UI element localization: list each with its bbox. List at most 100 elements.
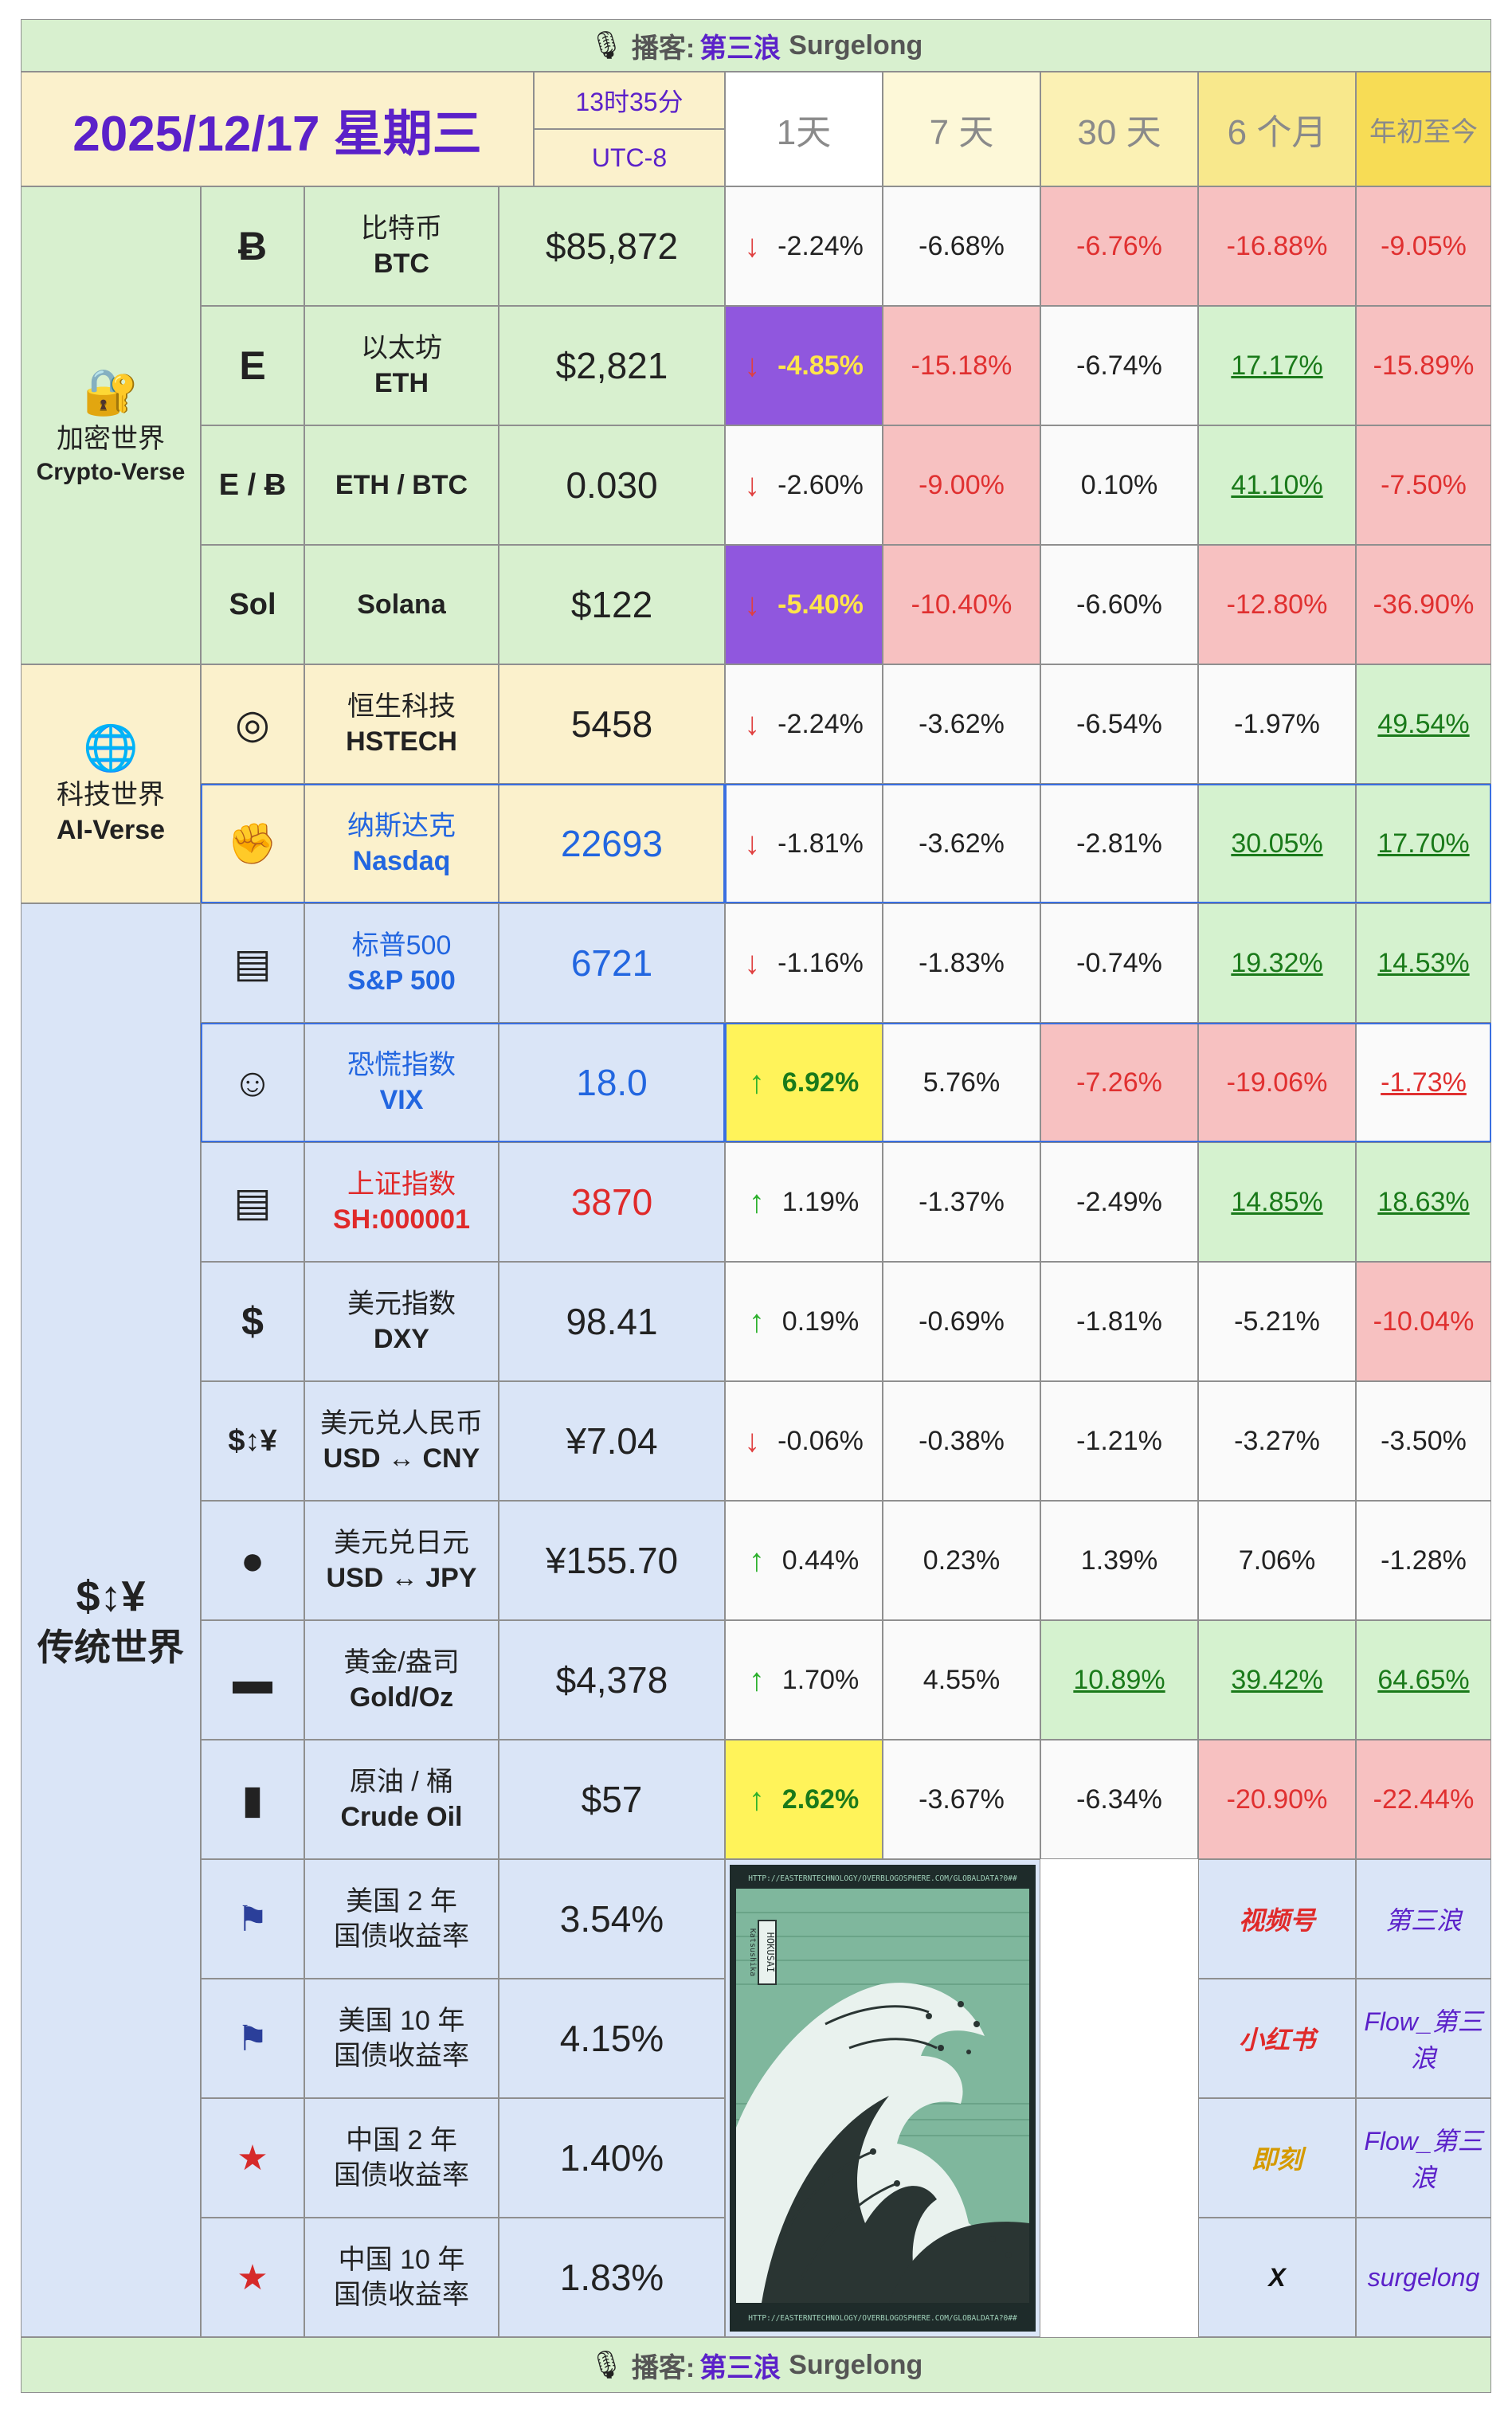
social-handle-text[interactable]: 第三浪 — [1385, 1906, 1462, 1935]
price-value: 6721 — [570, 942, 653, 984]
change-value: -20.90% — [1226, 1784, 1328, 1815]
us-flag-icon: ⚑ — [201, 1979, 304, 2098]
currency-exchange-icon: $↕¥ — [201, 1381, 304, 1501]
change-value: -6.54% — [1076, 708, 1162, 739]
ticket-icon: ▤ — [233, 941, 272, 985]
change-cell: -19.06% — [1198, 1023, 1356, 1142]
change-value: -9.05% — [1381, 230, 1467, 261]
change-cell: 14.85% — [1198, 1142, 1356, 1262]
change-value: -16.88% — [1226, 230, 1328, 261]
change-value: 14.85% — [1231, 1186, 1323, 1217]
change-cell: ↑ 0.19% — [725, 1262, 883, 1381]
arrow-down-icon: ↓ — [744, 1423, 761, 1459]
change-value: 1.19% — [781, 1186, 860, 1217]
change-cell: ↓ -1.16% — [725, 903, 883, 1023]
china-flag-icon: ★ — [237, 2257, 268, 2297]
change-cell: -3.62% — [883, 784, 1040, 903]
change-cell: 18.63% — [1356, 1142, 1491, 1262]
bond-name: 美国 2 年国债收益率 — [304, 1859, 499, 1979]
change-cell: -6.76% — [1040, 186, 1198, 306]
change-value: -0.38% — [919, 1425, 1005, 1456]
asset-name-en: DXY — [374, 1324, 429, 1354]
period-label: 1天 — [776, 113, 832, 152]
change-cell: 5.76% — [883, 1023, 1040, 1142]
china-flag-icon: ★ — [237, 2138, 268, 2178]
social-handle-text[interactable]: surgelong — [1367, 2262, 1480, 2292]
banner-label: 播客: — [631, 2352, 695, 2383]
bond-yield: 1.83% — [499, 2218, 725, 2337]
change-value: -2.49% — [1076, 1186, 1162, 1217]
change-cell: -1.97% — [1198, 664, 1356, 784]
asset-name-cn: 美元兑日元 — [334, 1527, 469, 1558]
bond-name: 中国 10 年国债收益率 — [304, 2218, 499, 2337]
price-value: ¥155.70 — [545, 1540, 679, 1581]
asset-price: 5458 — [499, 664, 725, 784]
arrow-up-icon: ↑ — [748, 1662, 765, 1697]
change-value: -1.97% — [1234, 708, 1320, 739]
change-value: -1.16% — [778, 947, 864, 978]
artwork-caption-bottom: HTTP://EASTERNTECHNOLOGY/OVERBLOGOSPHERE… — [748, 2314, 1017, 2323]
change-value: 41.10% — [1231, 469, 1323, 500]
banner-handle[interactable]: Surgelong — [789, 29, 923, 61]
social-handle-text[interactable]: Flow_第三浪 — [1364, 2007, 1483, 2073]
artwork-caption-top: HTTP://EASTERNTECHNOLOGY/OVERBLOGOSPHERE… — [748, 1874, 1017, 1883]
arrow-down-icon: ↓ — [744, 347, 761, 383]
bond-name-line2: 国债收益率 — [334, 2041, 469, 2071]
change-value: -22.44% — [1373, 1784, 1475, 1815]
disco-ball-icon: ◎ — [235, 702, 270, 746]
price-value: 5458 — [570, 703, 653, 745]
timezone-text: UTC-8 — [591, 143, 668, 172]
social-handle[interactable]: Flow_第三浪 — [1356, 1979, 1491, 2098]
currency-exchange-icon: $↕¥ — [228, 1423, 277, 1458]
asset-name-en: USD ↔ JPY — [326, 1563, 477, 1593]
banner-name[interactable]: 第三浪 — [699, 33, 781, 64]
bond-yield: 4.15% — [499, 1979, 725, 2098]
change-cell: -12.80% — [1198, 545, 1356, 664]
social-handle-text[interactable]: Flow_第三浪 — [1364, 2127, 1483, 2192]
asset-price: 98.41 — [499, 1262, 725, 1381]
period-label: 30 天 — [1077, 113, 1161, 152]
change-cell: -1.73% — [1356, 1023, 1491, 1142]
group-name-cn: 加密世界 — [57, 423, 165, 454]
change-cell: -0.69% — [883, 1262, 1040, 1381]
asset-name-en: VIX — [379, 1085, 424, 1115]
social-handle[interactable]: Flow_第三浪 — [1356, 2098, 1491, 2218]
asset-name-en: Gold/Oz — [349, 1682, 454, 1713]
change-cell: ↑ 1.19% — [725, 1142, 883, 1262]
change-cell: 1.39% — [1040, 1501, 1198, 1620]
us-flag-icon: ⚑ — [237, 2018, 268, 2058]
ethereum-icon: E — [239, 343, 266, 388]
change-cell: 19.32% — [1198, 903, 1356, 1023]
change-cell: ↓ -2.24% — [725, 186, 883, 306]
banner-handle[interactable]: Surgelong — [789, 2349, 923, 2380]
change-cell: 39.42% — [1198, 1620, 1356, 1740]
asset-name-cn: 上证指数 — [347, 1169, 456, 1200]
gold-bar-icon: ▬ — [201, 1620, 304, 1740]
arrow-up-icon: ↑ — [748, 1542, 765, 1578]
podcast-banner-top: 🎙 播客: 第三浪 Surgelong — [21, 19, 1491, 72]
change-cell: -3.27% — [1198, 1381, 1356, 1501]
asset-name-cn: 纳斯达克 — [347, 810, 456, 841]
social-handle[interactable]: 第三浪 — [1356, 1859, 1491, 1979]
asset-price: 6721 — [499, 903, 725, 1023]
asset-name-cn: 美元指数 — [347, 1288, 456, 1319]
ticket-icon: ▤ — [201, 1142, 304, 1262]
asset-price: ¥7.04 — [499, 1381, 725, 1501]
change-value: 49.54% — [1377, 708, 1470, 739]
asset-name-en: Nasdaq — [352, 846, 451, 876]
change-cell: 49.54% — [1356, 664, 1491, 784]
change-cell: -3.67% — [883, 1740, 1040, 1859]
change-value: 30.05% — [1231, 828, 1323, 859]
change-value: 7.06% — [1238, 1545, 1316, 1576]
china-flag-icon: ★ — [201, 2098, 304, 2218]
social-platform-label: 视频号 — [1238, 1906, 1315, 1935]
change-cell: -1.21% — [1040, 1381, 1198, 1501]
time-text: 13时35分 — [575, 88, 684, 116]
change-value: -1.21% — [1076, 1425, 1162, 1456]
change-value: -15.18% — [911, 350, 1013, 381]
asset-name: 以太坊 ETH — [304, 306, 499, 425]
change-value: -7.26% — [1076, 1067, 1162, 1098]
oil-drum-icon: ▮ — [241, 1777, 264, 1822]
social-handle[interactable]: surgelong — [1356, 2218, 1491, 2337]
banner-name[interactable]: 第三浪 — [699, 2352, 781, 2383]
